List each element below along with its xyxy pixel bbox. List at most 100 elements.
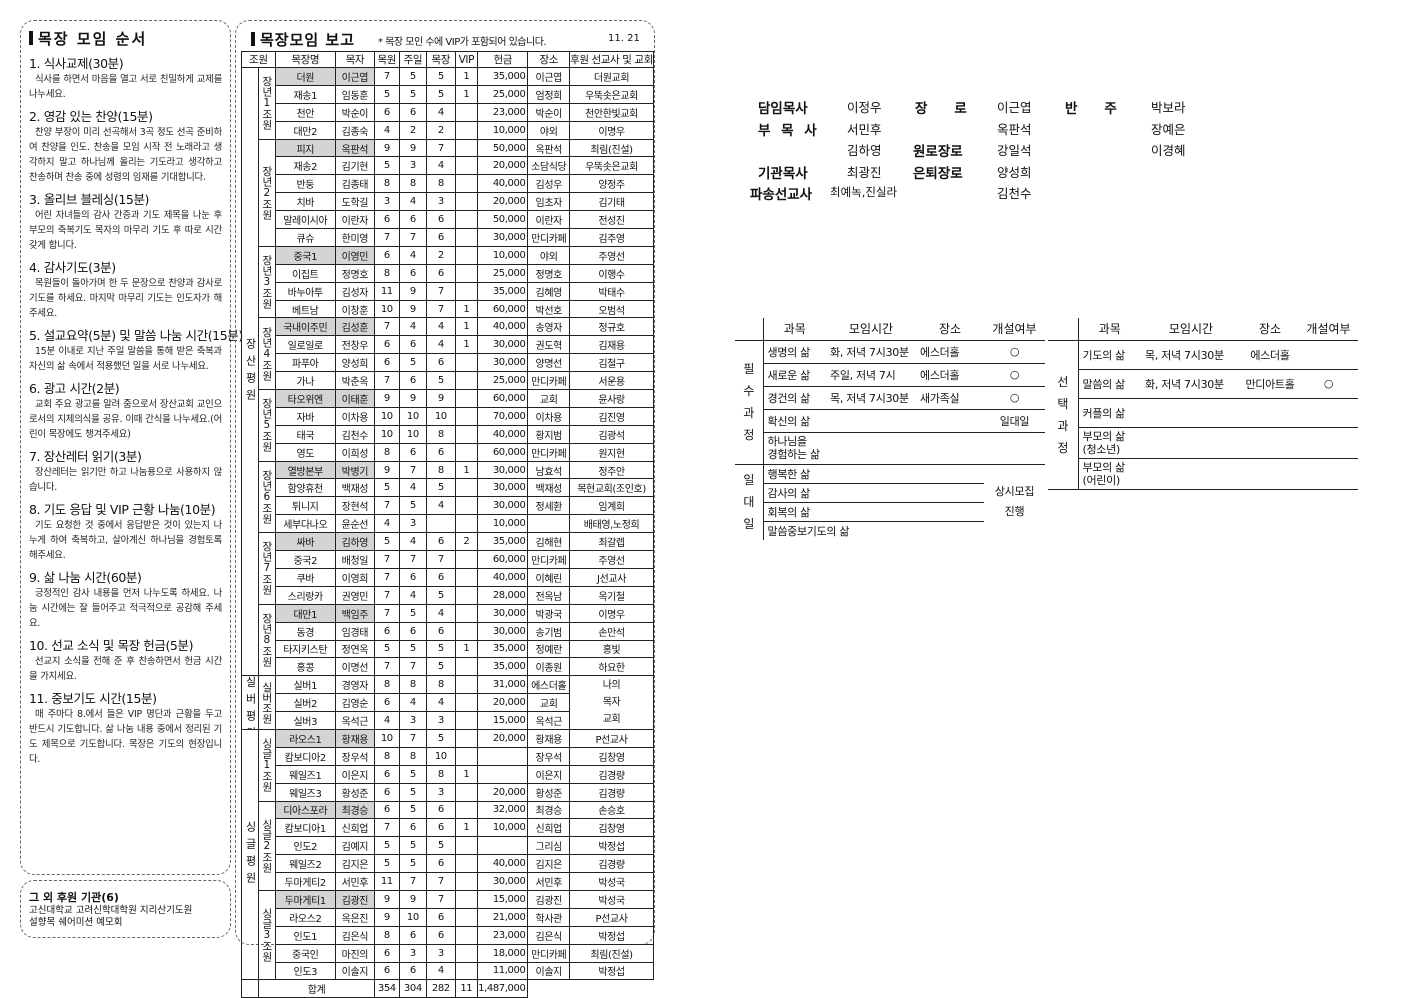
course-time — [826, 432, 916, 465]
support: 최림(진설) — [569, 138, 654, 158]
table-row: 장년2조원 피지 옥판석 9 9 7 50,000 옥판석 최림(진설) — [242, 138, 654, 247]
ranch-name: 가나 — [274, 371, 336, 391]
vip — [454, 711, 479, 730]
ranch-name: 라오스2 — [274, 907, 336, 927]
order-section: 1. 식사교제(30분) 식사를 하면서 마음을 열고 서로 친밀하게 교제를 나… — [29, 56, 222, 102]
table-row: 태국 김천수 10 10 8 40,000 황지범 김광석 — [242, 424, 654, 444]
leader: 김기현 — [334, 156, 375, 176]
total-row: 합계 354 304 282 11 1,487,000 — [241, 979, 654, 998]
sunday: 5 — [398, 854, 428, 874]
ranch-name: 피지 — [274, 138, 336, 158]
ranch-name: 열방본부 — [274, 460, 336, 480]
ranch-name: 말레이시아 — [274, 210, 336, 230]
ranch-name: 파푸아 — [274, 353, 336, 373]
order-section-title: 3. 올리브 블레싱(15분) — [29, 192, 150, 207]
missionary-names: 최예녹,진실라 — [830, 185, 898, 199]
sunday: 5 — [398, 639, 428, 659]
order-section-body: 15분 이내로 지난 주일 말씀을 통해 받은 축복과 자신의 삶 속에서 적용… — [29, 346, 222, 372]
support: 전성진 — [569, 210, 654, 230]
vip — [454, 675, 479, 695]
members: 6 — [373, 210, 400, 230]
support: 김주영 — [569, 228, 654, 247]
total-blank — [528, 980, 654, 998]
place: 교회 — [527, 389, 571, 408]
offering: 35,000 — [477, 639, 529, 659]
table-row: 두마게티2 서민후 11 7 7 30,000 서민후 박성국 — [242, 872, 654, 891]
offering: 30,000 — [477, 228, 529, 247]
header-3: 목원 — [373, 51, 400, 68]
leader: 장우석 — [334, 746, 375, 766]
elder-name: 옥판석 — [997, 122, 1032, 137]
place: 남효석 — [527, 460, 571, 480]
table-row: 쿠바 이영희 7 6 6 40,000 이혜린 J선교사 — [242, 567, 654, 587]
meeting: 5 — [426, 639, 456, 659]
offering: 35,000 — [477, 67, 529, 86]
ranch-name: 바누아투 — [274, 281, 336, 301]
col-subject: 과목 — [763, 318, 826, 341]
support: 박태수 — [569, 281, 654, 301]
members: 8 — [373, 746, 400, 766]
members: 7 — [373, 67, 400, 86]
vip — [454, 621, 479, 641]
ranch-name: 치바 — [274, 192, 336, 212]
place: 정예란 — [527, 639, 571, 659]
table-row: 함양휴천 백재성 5 4 5 30,000 백재성 목현교회(조인호) — [242, 478, 654, 498]
members: 11 — [373, 281, 400, 301]
course-place — [1241, 458, 1299, 490]
ranch-name: 동경 — [274, 621, 336, 641]
leader: 권영민 — [334, 585, 375, 605]
subgroup-label: 싱글3조원 — [258, 889, 276, 981]
vip — [454, 245, 479, 265]
members: 7 — [373, 585, 400, 605]
subgroup-label: 장년2조원 — [258, 138, 276, 247]
order-section-body: 어린 자녀들의 감사 간증과 기도 제목을 나눈 후 부모의 축복기도 목자의 … — [29, 210, 222, 251]
course-row: 필 수 과 정 생명의 삶 화, 저녁 7시30분 에스더홀 ○ — [735, 340, 1045, 465]
meeting: 4 — [426, 102, 456, 122]
members: 9 — [373, 389, 400, 408]
meeting: 6 — [426, 263, 456, 283]
ranch-name: 웨일즈2 — [274, 854, 336, 874]
vip — [454, 102, 479, 122]
meeting: 10 — [426, 746, 456, 766]
sunday: 7 — [398, 550, 428, 569]
vip: 1 — [454, 764, 479, 784]
vip — [454, 210, 479, 230]
offering: 31,000 — [477, 675, 529, 695]
table-row: 장산평원 장년1조원 더원 이근엽 7 5 5 1 35,000 이근엽 더원교회 — [241, 66, 654, 677]
ranch-name: 두마게티2 — [274, 872, 336, 891]
sunday: 6 — [398, 925, 428, 945]
meeting: 7 — [426, 138, 456, 158]
sunday: 9 — [398, 281, 428, 301]
place: 양명선 — [527, 353, 571, 373]
col-time: 모임시간 — [1141, 318, 1241, 341]
offering: 23,000 — [477, 102, 529, 122]
table-row: 인도3 이솔지 6 6 4 11,000 이솔지 박정섭 — [242, 961, 654, 981]
vip — [454, 496, 479, 516]
header-7: 헌금 — [477, 51, 529, 68]
leader: 김영순 — [334, 693, 375, 713]
report-title: 목장모임 보고 — [251, 29, 355, 50]
members: 5 — [373, 84, 400, 104]
leader: 이영희 — [334, 567, 375, 587]
sponsor-line-2: 설향목 쉐어미션 예모회 — [29, 917, 123, 928]
leader: 김성훈 — [334, 317, 375, 337]
support: 옥기철 — [569, 585, 654, 605]
members: 6 — [373, 961, 400, 981]
course-place: 만디아트홀 — [1241, 369, 1299, 399]
support: 원지현 — [569, 442, 654, 462]
leader: 도학길 — [334, 192, 375, 212]
sunday: 4 — [398, 317, 428, 337]
place: 김광진 — [527, 889, 571, 909]
place: 엄정희 — [527, 84, 571, 104]
meeting: 7 — [426, 889, 456, 909]
table-row: 장년3조원 중국1 이영민 6 4 2 10,000 야외 주영선 — [242, 245, 654, 319]
one-on-one-category-label: 일 대 일 — [735, 464, 764, 540]
members: 6 — [373, 693, 400, 713]
place: 만디카페 — [527, 550, 571, 569]
order-section-title: 7. 장산레터 읽기(3분) — [29, 449, 142, 464]
header-4: 주일 — [398, 51, 428, 68]
support: 김경량 — [569, 854, 654, 874]
senior-pastor-name: 이정우 — [847, 100, 882, 115]
members: 5 — [373, 836, 400, 856]
members: 7 — [373, 818, 400, 838]
